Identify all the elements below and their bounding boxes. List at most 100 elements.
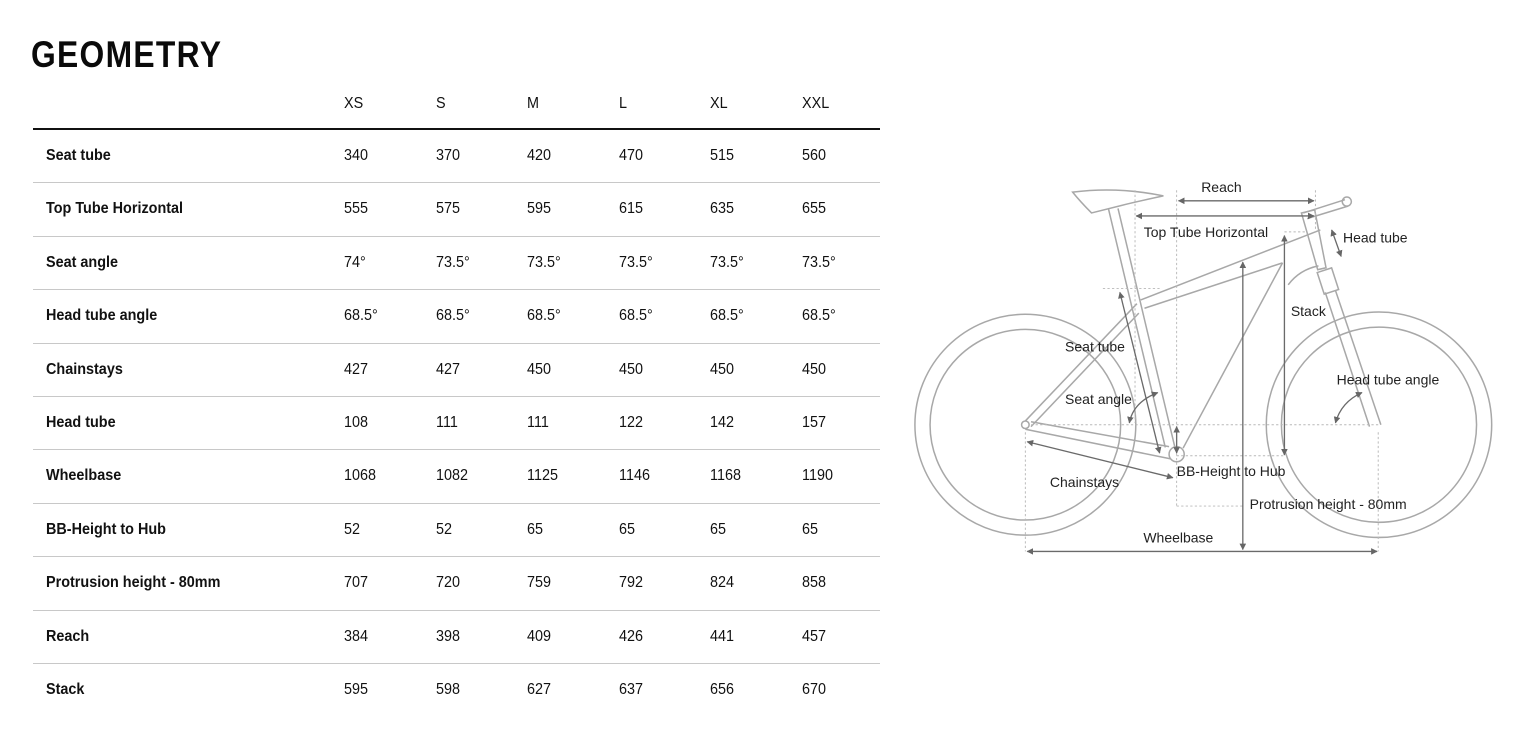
row-label: BB-Height to Hub xyxy=(46,520,166,538)
page-title: GEOMETRY xyxy=(31,34,223,75)
row-value: 65 xyxy=(710,520,727,538)
row-value: 824 xyxy=(710,574,735,592)
row-value: 52 xyxy=(436,520,453,538)
geometry-table: XS S M L XL XXL Seat tube 340 370 420 470 515… xyxy=(33,83,880,716)
row-value: 427 xyxy=(344,360,369,378)
row-value: 52 xyxy=(344,520,361,538)
row-value: 111 xyxy=(436,413,458,431)
table-row: Head tube 108 111 111 122 142 157 xyxy=(33,397,880,451)
label-seat-angle: Seat angle xyxy=(1065,391,1132,407)
label-head-tube: Head tube xyxy=(1343,229,1408,245)
table-row: Stack 595 598 627 637 656 670 xyxy=(33,664,880,716)
row-label: Head tube angle xyxy=(46,307,158,325)
row-value: 398 xyxy=(436,627,461,645)
row-value: 111 xyxy=(527,413,549,431)
row-value: 627 xyxy=(527,680,552,698)
row-value: 74° xyxy=(344,253,366,271)
label-head-tube-angle: Head tube angle xyxy=(1337,371,1440,387)
row-value: 68.5° xyxy=(436,307,470,325)
row-value: 73.5° xyxy=(436,253,470,271)
row-value: 470 xyxy=(619,147,644,164)
row-value: 515 xyxy=(710,147,735,164)
row-label: Top Tube Horizontal xyxy=(46,200,184,218)
row-value: 142 xyxy=(710,413,735,431)
row-value: 792 xyxy=(619,574,644,592)
label-chainstays: Chainstays xyxy=(1050,474,1119,490)
dimension-guides xyxy=(1024,190,1379,552)
bike-frame xyxy=(914,189,1493,539)
label-seat-tube: Seat tube xyxy=(1065,339,1125,355)
size-header: S xyxy=(436,95,446,112)
row-value: 108 xyxy=(344,413,369,431)
size-header: XL xyxy=(710,95,728,112)
row-value: 409 xyxy=(527,627,552,645)
row-value: 68.5° xyxy=(344,307,378,325)
row-value: 1082 xyxy=(436,467,469,485)
row-value: 1125 xyxy=(527,467,558,485)
row-value: 575 xyxy=(436,200,461,218)
row-value: 68.5° xyxy=(619,307,653,325)
row-value: 65 xyxy=(802,520,819,538)
row-value: 1168 xyxy=(710,467,741,485)
row-value: 615 xyxy=(619,200,644,218)
row-value: 1190 xyxy=(802,467,833,485)
row-value: 73.5° xyxy=(527,253,561,271)
row-value: 555 xyxy=(344,200,369,218)
row-value: 670 xyxy=(802,680,827,698)
row-value: 450 xyxy=(527,360,552,378)
table-row: Reach 384 398 409 426 441 457 xyxy=(33,611,880,664)
row-label: Protrusion height - 80mm xyxy=(46,574,221,592)
row-label: Head tube xyxy=(46,413,116,431)
row-value: 595 xyxy=(344,680,369,698)
row-value: 420 xyxy=(527,147,552,164)
label-reach: Reach xyxy=(1201,179,1241,195)
table-header: XS S M L XL XXL xyxy=(33,83,880,130)
table-row: Head tube angle 68.5° 68.5° 68.5° 68.5° 68.5°… xyxy=(33,290,880,344)
label-top-tube: Top Tube Horizontal xyxy=(1144,224,1268,240)
row-value: 450 xyxy=(802,360,827,378)
table-row: Chainstays 427 427 450 450 450 450 xyxy=(33,344,880,397)
table-row: Wheelbase 1068 1082 1125 1146 1168 1190 xyxy=(33,450,880,504)
row-value: 635 xyxy=(710,200,735,218)
row-value: 73.5° xyxy=(802,253,836,271)
row-value: 656 xyxy=(710,680,735,698)
row-value: 1146 xyxy=(619,467,650,485)
diagram-labels: Reach Top Tube Horizontal Head tube Stac… xyxy=(1050,179,1440,546)
size-header: XXL xyxy=(802,95,830,112)
row-label: Reach xyxy=(46,627,90,645)
row-value: 122 xyxy=(619,413,644,431)
size-header: XS xyxy=(344,95,364,112)
row-value: 340 xyxy=(344,147,369,164)
label-protrusion: Protrusion height - 80mm xyxy=(1250,496,1407,512)
row-value: 720 xyxy=(436,574,461,592)
row-value: 157 xyxy=(802,413,827,431)
row-label: Seat tube xyxy=(46,147,111,164)
row-value: 595 xyxy=(527,200,552,218)
bike-geometry-diagram: Reach Top Tube Horizontal Head tube Stac… xyxy=(914,179,1493,555)
label-bb-height: BB-Height to Hub xyxy=(1177,463,1286,479)
row-value: 637 xyxy=(619,680,644,698)
row-value: 427 xyxy=(436,360,461,378)
row-value: 68.5° xyxy=(802,307,836,325)
size-header: M xyxy=(527,95,539,112)
table-row: BB-Height to Hub 52 52 65 65 65 65 xyxy=(33,504,880,558)
row-value: 858 xyxy=(802,574,827,592)
row-value: 560 xyxy=(802,147,827,164)
table-row: Seat angle 74° 73.5° 73.5° 73.5° 73.5° 73.5° xyxy=(33,237,880,291)
row-value: 655 xyxy=(802,200,827,218)
row-value: 457 xyxy=(802,627,827,645)
table-row: Top Tube Horizontal 555 575 595 615 635 655 xyxy=(33,183,880,237)
row-value: 707 xyxy=(344,574,369,592)
row-label: Seat angle xyxy=(46,253,119,271)
row-value: 441 xyxy=(710,627,735,645)
row-value: 598 xyxy=(436,680,461,698)
row-label: Chainstays xyxy=(46,360,123,378)
row-value: 73.5° xyxy=(619,253,653,271)
row-value: 68.5° xyxy=(527,307,561,325)
row-value: 384 xyxy=(344,627,369,645)
row-value: 759 xyxy=(527,574,552,592)
row-label: Wheelbase xyxy=(46,467,122,485)
row-value: 65 xyxy=(527,520,544,538)
table-row: Protrusion height - 80mm 707 720 759 792 824 8… xyxy=(33,557,880,611)
row-value: 68.5° xyxy=(710,307,744,325)
